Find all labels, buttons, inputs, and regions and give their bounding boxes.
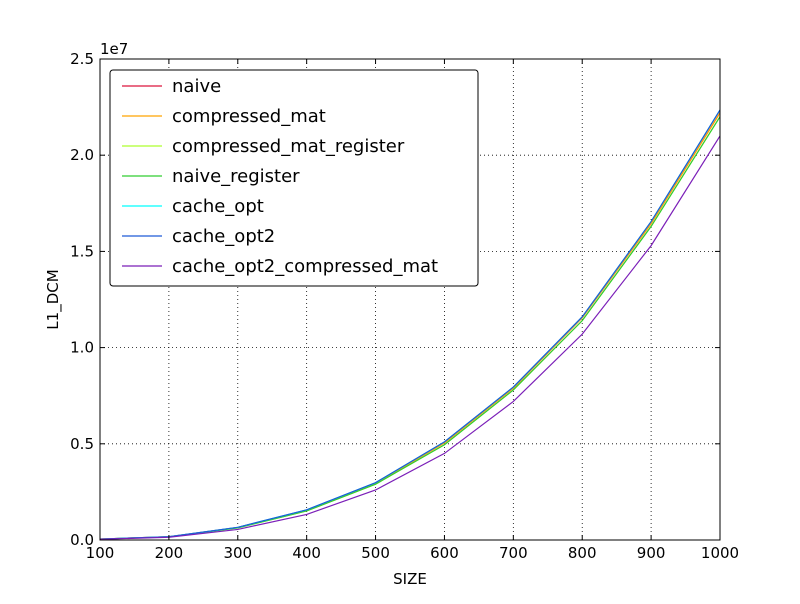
x-tick-label: 600 [430, 544, 459, 562]
legend-label: cache_opt2 [172, 226, 275, 247]
x-tick-label: 300 [223, 544, 252, 562]
x-tick-label: 800 [568, 544, 597, 562]
x-tick-label: 100 [86, 544, 115, 562]
y-tick-label: 0.0 [70, 531, 94, 549]
series-line-cache-opt2 [99, 109, 721, 540]
y-tick-label: 2.0 [70, 146, 94, 164]
y-tick-label: 1.5 [70, 242, 94, 260]
x-tick-label: 700 [499, 544, 528, 562]
legend-label: compressed_mat [172, 106, 326, 127]
y-tick-label: 1.0 [70, 339, 94, 357]
y-tick-label: 2.5 [70, 50, 94, 68]
x-axis-label: SIZE [393, 570, 427, 588]
x-tick-label: 200 [155, 544, 184, 562]
series-line-cache-opt2-compressed-mat [99, 135, 721, 540]
legend-label: cache_opt [172, 196, 264, 217]
x-tick-label: 400 [292, 544, 321, 562]
legend: naive compressed_mat compressed_mat_regist… [109, 69, 479, 287]
x-tick-label: 1000 [701, 544, 739, 562]
legend-box [109, 69, 479, 287]
y-axis-exponent-label: 1e7 [100, 40, 128, 58]
x-tick-label: 500 [361, 544, 390, 562]
legend-label: naive [172, 76, 221, 97]
series-lines [99, 109, 721, 540]
y-axis-label: L1_DCM [44, 269, 63, 329]
x-tick-label: 900 [637, 544, 666, 562]
y-tick-label: 0.5 [70, 435, 94, 453]
axis-ticks: 100 200 300 400 500 600 700 800 900 1000 0.0 0.5 1.0… [70, 50, 739, 562]
legend-label: cache_opt2_compressed_mat [172, 256, 438, 277]
plot-frame [99, 58, 721, 541]
legend-label: naive_register [172, 166, 300, 187]
legend-label: compressed_mat_register [172, 136, 405, 157]
